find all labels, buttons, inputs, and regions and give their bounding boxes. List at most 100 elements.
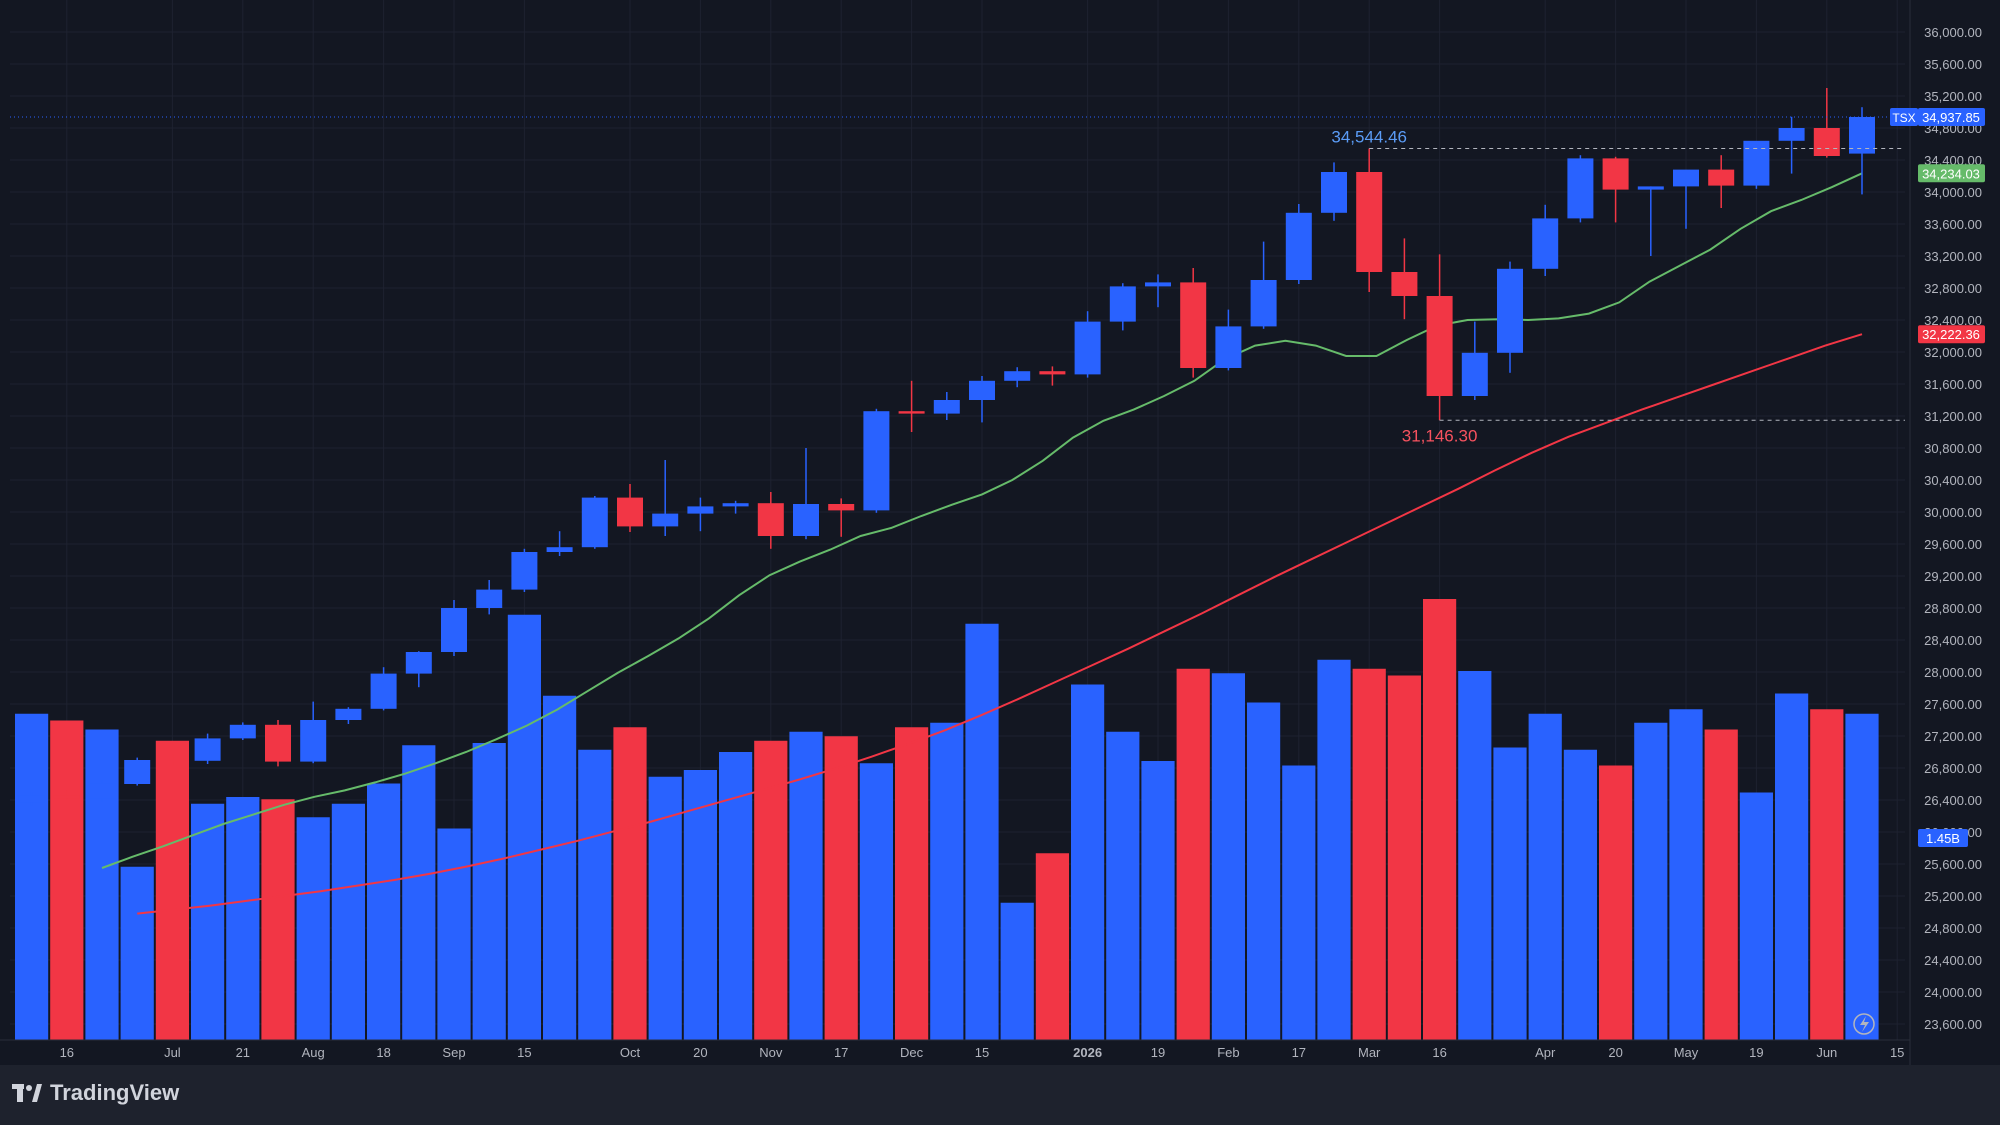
time-axis-tick-label: 17: [1292, 1045, 1306, 1060]
candle-body[interactable]: [1532, 218, 1559, 269]
candle-body[interactable]: [722, 503, 749, 507]
candle-body[interactable]: [793, 504, 819, 536]
volume-bar: [1247, 702, 1281, 1040]
volume-bar: [1423, 599, 1457, 1040]
tradingview-brand[interactable]: TradingView: [12, 1080, 179, 1106]
candle-body[interactable]: [1813, 128, 1840, 156]
candle-body[interactable]: [1497, 268, 1523, 353]
candle-body[interactable]: [652, 513, 679, 527]
volume-bar: [754, 740, 788, 1040]
candle-body[interactable]: [617, 497, 643, 527]
candle-body[interactable]: [687, 506, 714, 514]
candle-body[interactable]: [1215, 326, 1242, 368]
candle-body[interactable]: [53, 795, 80, 799]
volume-bar: [331, 803, 365, 1040]
candle-body[interactable]: [546, 547, 573, 552]
candle-body[interactable]: [1074, 321, 1101, 375]
candle-body[interactable]: [863, 411, 890, 511]
candle-body[interactable]: [1004, 371, 1031, 381]
candle-body[interactable]: [511, 552, 538, 590]
candle-body[interactable]: [1708, 169, 1735, 186]
volume-bar: [648, 776, 682, 1040]
candle-body[interactable]: [757, 503, 784, 536]
candle-body[interactable]: [898, 411, 925, 414]
volume-bar: [1141, 761, 1175, 1040]
volume-bar: [472, 743, 506, 1040]
price-axis-tick-label: 31,600.00: [1924, 377, 1982, 392]
time-axis-tick-label: Sep: [442, 1045, 465, 1060]
last-price-badge: [1918, 107, 1985, 126]
candle-body[interactable]: [18, 795, 45, 803]
candle-body[interactable]: [1849, 116, 1875, 154]
candle-body[interactable]: [1285, 212, 1312, 280]
low-price-label: 31,146.30: [1402, 426, 1478, 445]
moving-average-fast-line: [101, 172, 1863, 869]
candle-body[interactable]: [405, 652, 432, 674]
last-price-text: 34,937.85: [1922, 110, 1980, 125]
candle-body[interactable]: [969, 380, 995, 400]
volume-bar: [1528, 713, 1562, 1040]
candle-body[interactable]: [1391, 272, 1418, 296]
price-axis-tick-label: 29,200.00: [1924, 569, 1982, 584]
candle-body[interactable]: [89, 783, 115, 799]
candle-body[interactable]: [1180, 282, 1207, 368]
candle-body[interactable]: [1145, 282, 1171, 287]
price-axis-tick-label: 30,400.00: [1924, 473, 1982, 488]
price-axis-tick-label: 23,600.00: [1924, 1017, 1982, 1032]
candle-body[interactable]: [441, 608, 467, 652]
candle-body[interactable]: [124, 760, 151, 784]
candle-body[interactable]: [1321, 172, 1347, 213]
volume-bar: [578, 749, 612, 1040]
volume-bar: [789, 731, 823, 1040]
candle-body[interactable]: [1109, 286, 1136, 322]
high-price-label: 34,544.46: [1331, 127, 1407, 146]
candle-body[interactable]: [229, 724, 256, 739]
price-axis-tick-label: 29,600.00: [1924, 537, 1982, 552]
candle-body[interactable]: [1602, 158, 1629, 190]
time-axis-tick-label: 20: [1608, 1045, 1622, 1060]
price-chart[interactable]: 34,544.46 31,146.30 23,600.00 24,000.00 24,4…: [0, 0, 2000, 1065]
price-axis-tick-label: 32,000.00: [1924, 345, 1982, 360]
time-axis-tick-label: 2026: [1073, 1045, 1102, 1060]
volume-bar: [683, 770, 717, 1040]
volume-bar: [367, 783, 401, 1040]
candle-body[interactable]: [1461, 352, 1488, 396]
candle-body[interactable]: [194, 738, 221, 761]
candle-body[interactable]: [1426, 296, 1453, 396]
replay-lightning-icon[interactable]: [1853, 1013, 1875, 1035]
symbol-tag-background: [1890, 107, 1918, 126]
time-axis-tick-label: Nov: [759, 1045, 783, 1060]
candle-body[interactable]: [1039, 371, 1066, 375]
volume-bar: [226, 797, 260, 1040]
candle-body[interactable]: [581, 497, 608, 548]
candle-body[interactable]: [1567, 158, 1594, 219]
candle-body[interactable]: [370, 673, 397, 709]
candle-body[interactable]: [476, 589, 503, 608]
candle-body[interactable]: [828, 504, 855, 511]
candle-body[interactable]: [265, 724, 291, 762]
candle-body[interactable]: [159, 760, 186, 762]
price-axis-tick-label: 24,000.00: [1924, 985, 1982, 1000]
time-axis-tick-label: Jul: [164, 1045, 181, 1060]
candle-body[interactable]: [335, 708, 362, 720]
volume-bar: [1599, 765, 1633, 1040]
price-axis-tick-label: 32,400.00: [1924, 313, 1982, 328]
candle-body[interactable]: [1356, 172, 1383, 272]
ma-slow-price-badge: [1918, 325, 1985, 344]
price-axis-tick-label: 28,800.00: [1924, 601, 1982, 616]
candle-body[interactable]: [1637, 186, 1664, 190]
volume-bar: [155, 740, 189, 1040]
price-axis-tick-label: 24,400.00: [1924, 953, 1982, 968]
volume-bar: [402, 745, 436, 1040]
candle-body[interactable]: [1673, 169, 1699, 187]
candle-body[interactable]: [1743, 140, 1770, 186]
volume-bar: [120, 866, 154, 1040]
candle-body[interactable]: [1778, 128, 1805, 141]
time-axis-tick-label: Dec: [900, 1045, 924, 1060]
candle-body[interactable]: [1250, 280, 1277, 327]
candle-body[interactable]: [300, 720, 327, 762]
volume-bar: [1176, 668, 1210, 1040]
volume-bar: [1106, 731, 1140, 1040]
candle-body[interactable]: [933, 400, 960, 414]
